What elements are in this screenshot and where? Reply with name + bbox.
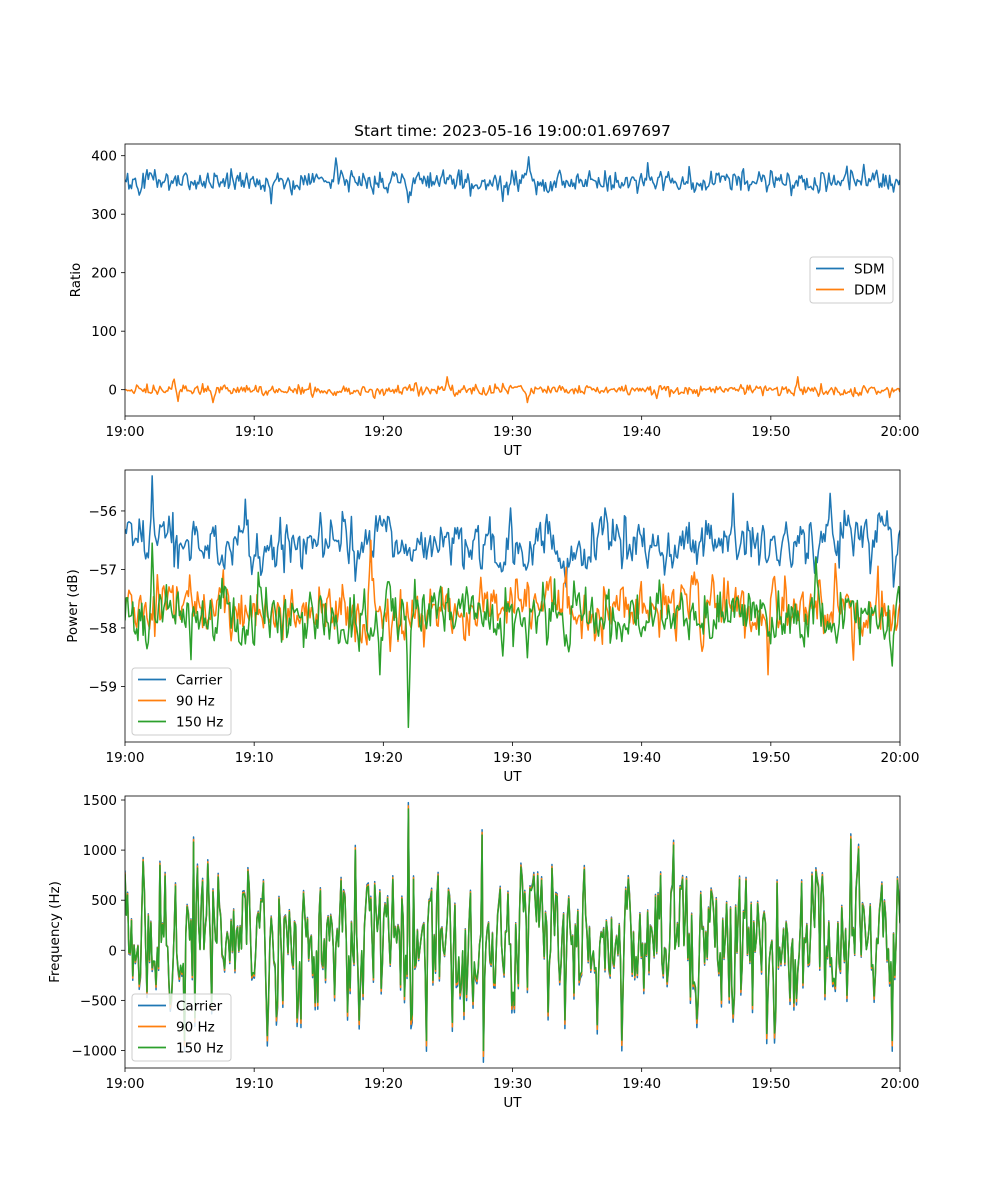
y-tick-label: −59 [89, 679, 118, 695]
chart-panel-3: 19:00 19:10 19:20 19:30 19:40 19:50 20:00 −1000… [47, 793, 919, 1111]
y-tick-label: 500 [91, 893, 117, 909]
x-tick-label: 19:00 [106, 750, 145, 766]
y-tick-label: −1000 [71, 1043, 117, 1059]
legend-box [131, 667, 232, 736]
x-tick-label: 19:20 [364, 1076, 403, 1092]
x-tick-label: 19:50 [751, 1076, 790, 1092]
legend-label: 150 Hz [176, 1041, 223, 1057]
series-group [125, 801, 900, 1064]
series-line-150-hz [125, 808, 900, 1052]
x-tick-label: 19:30 [493, 424, 532, 440]
x-axis-label: UT [503, 1095, 522, 1111]
y-axis-label: Ratio [68, 263, 84, 298]
legend-label: SDM [854, 262, 885, 278]
y-tick-label: 100 [91, 324, 117, 340]
y-tick-label: 300 [91, 207, 117, 223]
series-line-ddm [125, 376, 900, 404]
legend-label: 90 Hz [176, 694, 215, 710]
series-line-90-hz [125, 539, 900, 676]
series-line-sdm [125, 156, 900, 205]
x-tick-label: 20:00 [881, 424, 920, 440]
legend: Carrier 90 Hz 150 Hz [131, 667, 232, 736]
y-tick-label: 200 [91, 266, 117, 282]
legend: Carrier 90 Hz 150 Hz [131, 993, 232, 1062]
x-tick-label: 19:40 [622, 1076, 661, 1092]
series-group [125, 475, 900, 729]
y-tick-label: −57 [89, 562, 118, 578]
x-tick-label: 20:00 [881, 750, 920, 766]
x-tick-label: 19:30 [493, 1076, 532, 1092]
y-tick-label: −58 [89, 621, 118, 637]
x-tick-label: 19:00 [106, 424, 145, 440]
series-line-150-hz [125, 542, 900, 729]
x-axis-label: UT [503, 443, 522, 459]
x-tick-label: 20:00 [881, 1076, 920, 1092]
y-tick-label: 1500 [83, 793, 117, 809]
y-axis-label: Power (dB) [65, 569, 81, 642]
x-tick-label: 19:40 [622, 424, 661, 440]
x-tick-label: 19:10 [235, 1076, 274, 1092]
y-tick-label: 400 [91, 149, 117, 165]
panels: 19:00 19:10 19:20 19:30 19:40 19:50 20:00 0 100 2… [47, 143, 920, 1111]
x-tick-label: 19:30 [493, 750, 532, 766]
y-tick-label: −500 [80, 993, 117, 1009]
legend: SDM DDM [809, 256, 894, 304]
legend-label: Carrier [176, 673, 223, 689]
x-axis-label: UT [503, 769, 522, 785]
y-tick-label: 0 [108, 383, 117, 399]
y-tick-label: 1000 [83, 843, 117, 859]
series-line-carrier [125, 475, 900, 588]
chart-panel-1: 19:00 19:10 19:20 19:30 19:40 19:50 20:00 0 100 2… [68, 143, 920, 459]
legend-label: 90 Hz [176, 1020, 215, 1036]
x-tick-label: 19:10 [235, 750, 274, 766]
y-tick-label: −56 [89, 504, 118, 520]
x-tick-label: 19:20 [364, 424, 403, 440]
y-tick-label: 0 [108, 943, 117, 959]
legend-label: Carrier [176, 999, 223, 1015]
legend-label: 150 Hz [176, 715, 223, 731]
chart-panel-2: 19:00 19:10 19:20 19:30 19:40 19:50 20:00 −59 −5… [65, 469, 920, 785]
legend-label: DDM [854, 283, 886, 299]
series-group [125, 156, 900, 404]
x-tick-label: 19:10 [235, 424, 274, 440]
x-tick-label: 19:20 [364, 750, 403, 766]
legend-box [131, 993, 232, 1062]
y-axis-label: Frequency (Hz) [47, 881, 63, 983]
x-tick-label: 19:40 [622, 750, 661, 766]
x-tick-label: 19:00 [106, 1076, 145, 1092]
x-tick-label: 19:50 [751, 750, 790, 766]
x-tick-label: 19:50 [751, 424, 790, 440]
figure-title: Start time: 2023-05-16 19:00:01.697697 [354, 122, 671, 140]
